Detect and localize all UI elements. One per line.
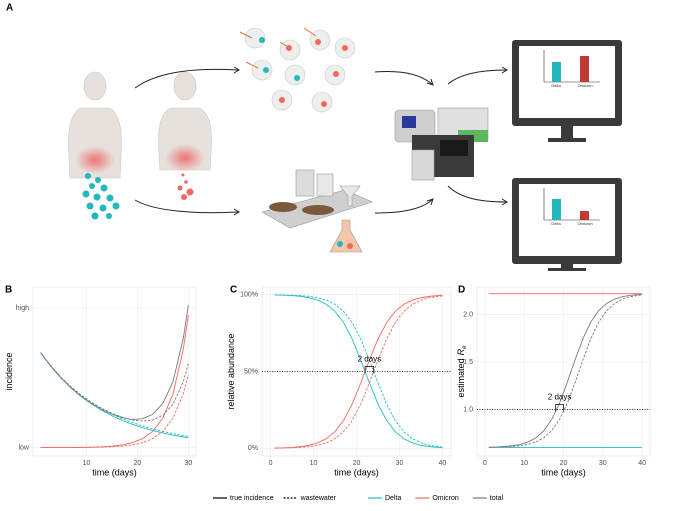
arrows bbox=[134, 66, 508, 216]
annotation-bracket bbox=[364, 366, 375, 374]
y-axis-title: relative abundance bbox=[226, 333, 236, 409]
x-tick-label: 0 bbox=[483, 460, 487, 467]
series-line bbox=[274, 294, 443, 449]
y-tick-label: 1.5 bbox=[463, 359, 473, 366]
x-tick-label: 20 bbox=[134, 460, 142, 467]
y-axis-title: incidence bbox=[4, 352, 14, 390]
series-line bbox=[274, 295, 443, 449]
series-line bbox=[40, 374, 189, 449]
y-axis-title-symbol: R bbox=[456, 348, 466, 355]
y-tick-label: 2.0 bbox=[463, 311, 473, 318]
legend-label: true incidence bbox=[230, 495, 274, 502]
series-line bbox=[274, 294, 443, 448]
y-tick-label: low bbox=[18, 444, 29, 451]
panel-label: B bbox=[5, 285, 12, 296]
annotation-bracket bbox=[555, 404, 564, 412]
legend-label: Omicron bbox=[432, 495, 459, 502]
screen-label: Delta bbox=[551, 83, 561, 88]
y-axis-title-text: relative abundance bbox=[226, 333, 236, 409]
screen-label: Omicron bbox=[577, 221, 592, 226]
annotation-text: 2 days bbox=[358, 355, 382, 364]
x-tick-label: 10 bbox=[310, 460, 318, 467]
x-axis-title: time (days) bbox=[334, 467, 379, 477]
y-axis-title-subscript: e bbox=[462, 345, 468, 349]
x-tick-label: 20 bbox=[353, 460, 361, 467]
x-tick-label: 40 bbox=[439, 460, 447, 467]
x-tick-label: 20 bbox=[560, 460, 568, 467]
annotation-text: 2 days bbox=[548, 393, 572, 402]
legend-label: wastewater bbox=[300, 495, 337, 502]
panel-label: C bbox=[230, 285, 237, 296]
plot-background bbox=[32, 286, 197, 457]
x-tick-label: 30 bbox=[396, 460, 404, 467]
series-line bbox=[40, 352, 189, 437]
infection-glow bbox=[75, 146, 115, 174]
screen-label: Delta bbox=[551, 221, 561, 226]
series-line bbox=[488, 293, 643, 448]
x-tick-label: 30 bbox=[599, 460, 607, 467]
series-line bbox=[40, 352, 189, 422]
y-tick-label: 100% bbox=[240, 292, 258, 299]
x-tick-label: 30 bbox=[184, 460, 192, 467]
monitor bbox=[512, 40, 622, 142]
series-line bbox=[274, 294, 443, 449]
panel-label: A bbox=[6, 3, 13, 14]
x-tick-label: 10 bbox=[83, 460, 91, 467]
virus-cluster bbox=[177, 173, 194, 200]
x-tick-label: 40 bbox=[638, 460, 646, 467]
lab-equipment bbox=[261, 169, 373, 253]
y-axis-title-text: estimated bbox=[456, 358, 466, 397]
infection-glow bbox=[165, 144, 205, 172]
panel-label: D bbox=[458, 285, 465, 296]
y-tick-label: 1.0 bbox=[463, 406, 473, 413]
virus-cluster bbox=[82, 173, 120, 220]
series-line bbox=[488, 294, 643, 448]
legend-label: Delta bbox=[385, 495, 401, 502]
sample-spots bbox=[239, 27, 348, 107]
y-tick-label: high bbox=[16, 305, 29, 312]
y-axis-title: estimated Re bbox=[456, 345, 467, 398]
sequencer bbox=[394, 107, 489, 181]
legend-label: total bbox=[490, 495, 504, 502]
screen-label: Omicron bbox=[577, 83, 592, 88]
x-axis-title: time (days) bbox=[92, 467, 137, 477]
x-tick-label: 0 bbox=[269, 460, 273, 467]
monitor bbox=[512, 178, 622, 271]
x-axis-title: time (days) bbox=[541, 467, 586, 477]
x-tick-label: 10 bbox=[520, 460, 528, 467]
y-tick-label: 50% bbox=[244, 368, 258, 375]
y-axis-title-text: incidence bbox=[4, 352, 14, 390]
y-tick-label: 0% bbox=[248, 445, 258, 452]
